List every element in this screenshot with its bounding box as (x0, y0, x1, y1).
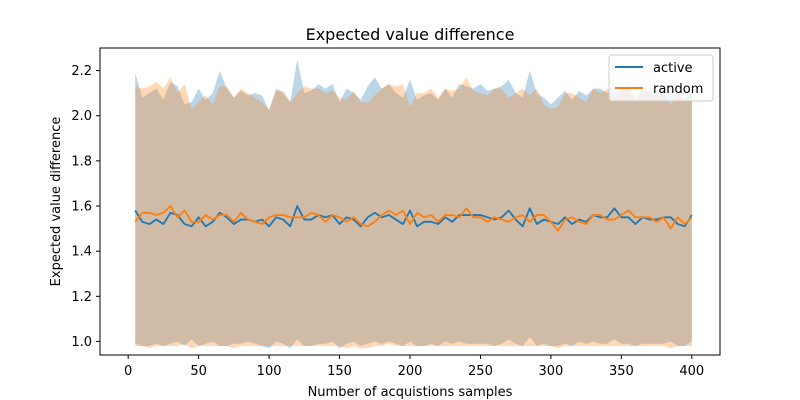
y-tick-label: 1.0 (71, 335, 92, 350)
legend-label-active: active (653, 61, 693, 76)
y-tick-label: 2.0 (71, 109, 92, 124)
chart-title: Expected value difference (306, 25, 515, 44)
y-tick-label: 1.8 (71, 154, 92, 169)
confidence-bands (135, 59, 692, 349)
x-tick-label: 400 (679, 364, 704, 379)
series-lines (134, 205, 693, 232)
y-tick-label: 1.2 (71, 290, 92, 305)
x-axis-ticks: 0 50 100 150 200 250 300 350 400 (124, 355, 704, 379)
y-tick-label: 1.4 (71, 245, 92, 260)
y-tick-label: 1.6 (71, 200, 92, 215)
line-random (134, 205, 693, 232)
band-active (135, 59, 692, 349)
x-tick-label: 200 (398, 364, 423, 379)
x-tick-label: 100 (257, 364, 282, 379)
x-tick-label: 150 (327, 364, 352, 379)
y-tick-label: 2.2 (71, 64, 92, 79)
x-tick-label: 0 (124, 364, 132, 379)
x-tick-label: 350 (609, 364, 634, 379)
x-tick-label: 300 (538, 364, 563, 379)
legend: active random (608, 54, 714, 102)
x-tick-label: 50 (190, 364, 207, 379)
legend-label-random: random (653, 82, 703, 97)
x-tick-label: 250 (468, 364, 493, 379)
y-axis-ticks: 1.0 1.2 1.4 1.6 1.8 2.0 2.2 (71, 64, 100, 350)
band-random (135, 77, 692, 349)
x-axis-label: Number of acquistions samples (308, 385, 513, 400)
y-axis-label: Expected value difference (49, 117, 64, 287)
